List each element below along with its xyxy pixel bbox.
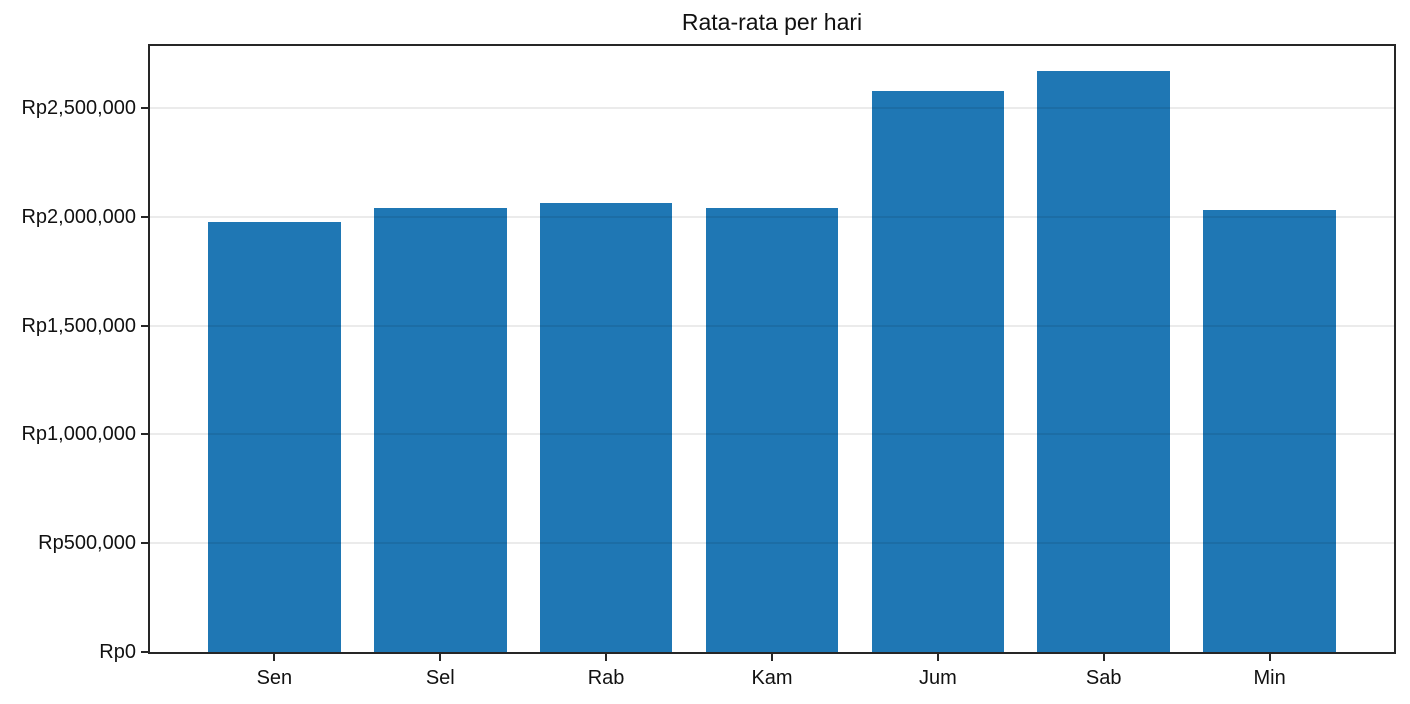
gridline-1000000 xyxy=(150,433,1394,436)
bar-rab xyxy=(539,202,673,652)
chart-title: Rata-rata per hari xyxy=(681,9,863,35)
bar-sel xyxy=(373,208,507,652)
x-tick-label-sel: Sel xyxy=(425,667,455,689)
x-tick-label-sab: Sab xyxy=(1085,667,1122,689)
y-tick-label: Rp2,000,000 xyxy=(21,205,136,228)
x-tick-label-sen: Sen xyxy=(256,667,293,689)
x-tick-mark xyxy=(1268,654,1271,661)
y-tick-label: Rp0 xyxy=(99,641,136,663)
bar-sen xyxy=(208,222,341,652)
y-tick-label: Rp500,000 xyxy=(38,532,136,555)
x-tick-mark xyxy=(273,654,276,661)
x-tick-label-jum: Jum xyxy=(918,667,957,689)
x-tick-mark xyxy=(439,654,442,661)
bar-jum xyxy=(871,90,1005,652)
gridline-2000000 xyxy=(150,215,1394,218)
bar-kam xyxy=(705,207,839,652)
y-tick-mark xyxy=(141,651,148,653)
x-tick-mark xyxy=(1102,654,1105,661)
x-tick-label-kam: Kam xyxy=(751,667,793,689)
plot-area xyxy=(148,44,1396,654)
bar-sab xyxy=(1037,71,1171,652)
y-tick-mark xyxy=(141,324,148,327)
x-tick-label-min: Min xyxy=(1253,667,1286,689)
y-tick-label: Rp1,500,000 xyxy=(21,314,136,337)
y-tick-mark xyxy=(141,542,148,545)
x-tick-mark xyxy=(605,654,608,661)
gridline-1500000 xyxy=(150,324,1394,327)
x-tick-label-rab: Rab xyxy=(587,667,625,689)
x-tick-mark xyxy=(936,654,939,661)
y-tick-mark xyxy=(141,433,148,436)
gridline-2500000 xyxy=(150,107,1394,109)
y-tick-label: Rp2,500,000 xyxy=(21,97,136,119)
bar-min xyxy=(1203,210,1336,652)
gridline-500000 xyxy=(150,542,1394,545)
y-tick-mark xyxy=(141,215,148,218)
y-tick-mark xyxy=(141,107,148,109)
y-tick-label: Rp1,000,000 xyxy=(21,423,136,446)
x-tick-mark xyxy=(771,654,773,661)
